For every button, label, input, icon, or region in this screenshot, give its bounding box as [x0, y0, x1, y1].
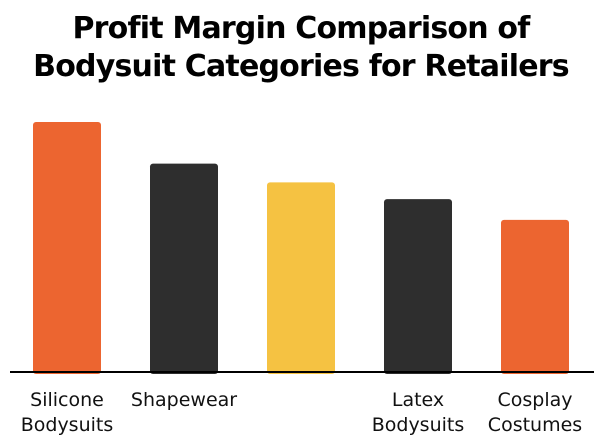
x-tick-label-4: Cosplay Costumes — [488, 389, 582, 436]
x-tick-label-line: Cosplay — [497, 389, 572, 411]
x-tick-label-1: Shapewear — [131, 389, 237, 411]
bar-4 — [501, 219, 569, 374]
x-tick-label-line: Shapewear — [131, 389, 237, 411]
x-tick-label-line: Bodysuits — [21, 414, 114, 436]
bar-3 — [384, 199, 452, 374]
x-tick-label-line: Costumes — [488, 414, 582, 436]
bar-0 — [33, 122, 101, 374]
x-tick-label-line: Silicone — [30, 389, 104, 411]
bar-1 — [150, 163, 218, 374]
x-tick-label-line: Bodysuits — [372, 414, 465, 436]
chart-title: Profit Margin Comparison of Bodysuit Cat… — [33, 11, 569, 84]
x-tick-labels: Silicone Bodysuits Shapewear Latex Bodysuits… — [21, 389, 582, 436]
bars-group — [33, 122, 569, 374]
x-tick-label-3: Latex Bodysuits — [372, 389, 465, 436]
bar-2 — [267, 182, 335, 374]
x-tick-label-0: Silicone Bodysuits — [21, 389, 114, 436]
x-tick-label-line: Latex — [392, 389, 444, 411]
